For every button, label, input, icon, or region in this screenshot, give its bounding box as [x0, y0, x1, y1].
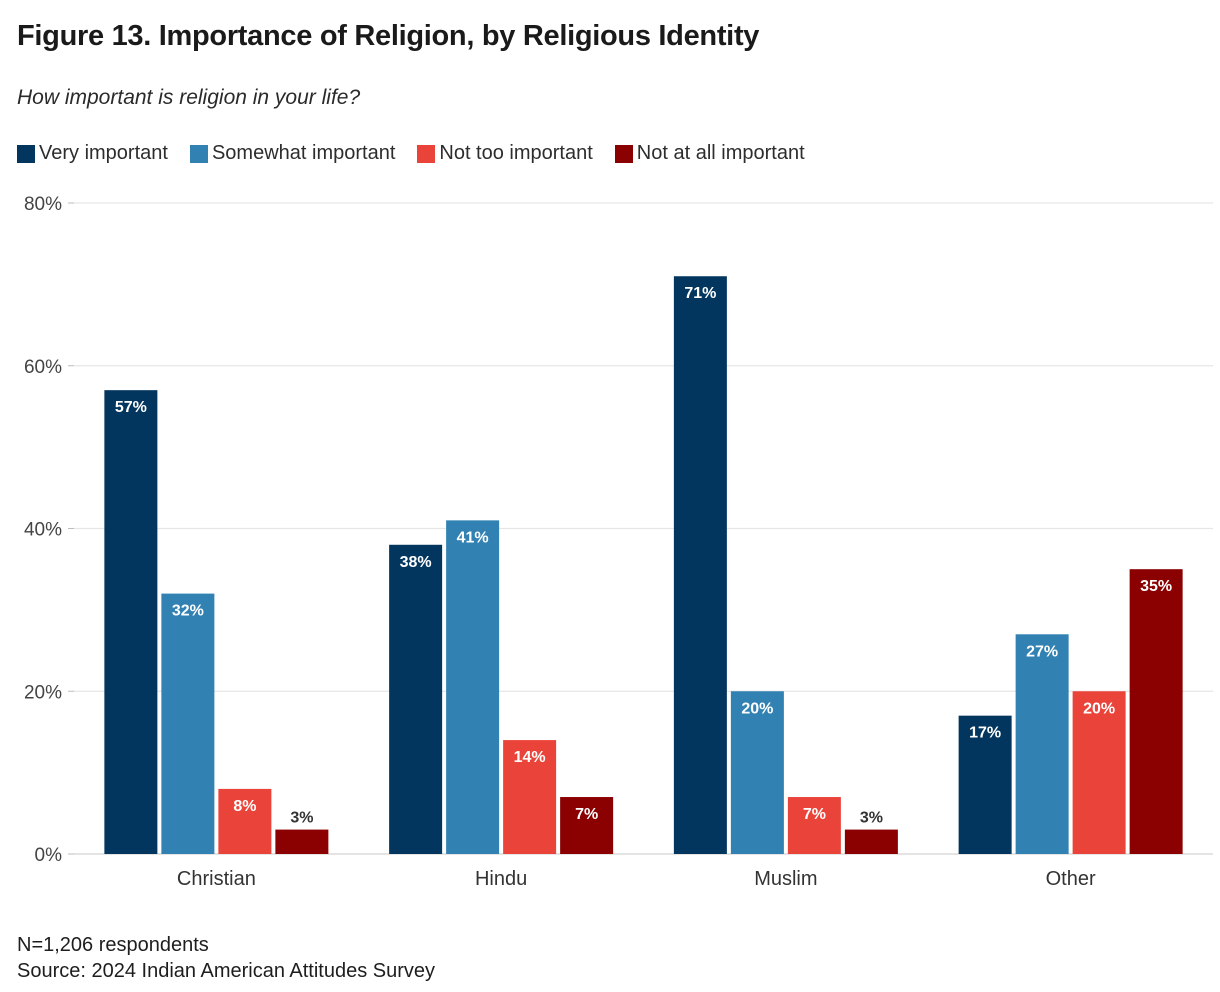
legend-item-not-too-important: Not too important — [417, 142, 593, 165]
x-tick-label: Christian — [177, 868, 256, 890]
data-label: 17% — [969, 725, 1001, 742]
data-label: 32% — [172, 603, 204, 620]
legend-item-very-important: Very important — [17, 142, 168, 165]
legend-item-somewhat-important: Somewhat important — [189, 142, 396, 165]
data-label: 20% — [741, 700, 773, 717]
x-tick-label: Muslim — [754, 868, 817, 890]
bar — [1072, 691, 1126, 854]
bar — [1015, 634, 1069, 854]
data-label: 38% — [400, 554, 432, 571]
y-tick-label: 40% — [24, 520, 62, 541]
legend-label: Very important — [39, 142, 168, 164]
legend-swatch — [614, 144, 633, 163]
source-note: Source: 2024 Indian American Attitudes S… — [17, 960, 436, 982]
data-label: 20% — [1083, 700, 1115, 717]
bar — [730, 691, 784, 854]
data-label: 41% — [457, 529, 489, 546]
y-axis-ticks: 0% 20% 40% 60% 80% — [24, 194, 62, 866]
sample-size-note: N=1,206 respondents — [17, 934, 209, 956]
legend-swatch — [17, 144, 35, 163]
legend-swatch — [189, 144, 208, 163]
y-tick-label: 80% — [24, 194, 62, 215]
bar — [844, 829, 898, 854]
data-label: 35% — [1140, 578, 1172, 595]
data-label: 57% — [115, 399, 147, 416]
chart-title: Figure 13. Importance of Religion, by Re… — [17, 20, 760, 52]
data-label: 8% — [233, 798, 256, 815]
y-tick-label: 20% — [24, 682, 62, 703]
bar — [673, 276, 727, 854]
y-tick-label: 0% — [35, 845, 63, 866]
x-axis-ticks: Christian Hindu Muslim Other — [177, 868, 1096, 890]
chart-subtitle: How important is religion in your life? — [17, 86, 361, 109]
bar — [161, 593, 215, 854]
bar — [389, 544, 443, 854]
x-tick-label: Hindu — [475, 868, 527, 890]
data-label: 71% — [684, 285, 716, 302]
bar — [446, 520, 500, 854]
bar-chart: 0% 20% 40% 60% 80% 57% 32% 8% 3% 38% 41% 14% 7% 71% 2… — [24, 194, 1213, 890]
data-label: 27% — [1026, 643, 1058, 660]
bar — [275, 829, 329, 854]
bar — [787, 797, 841, 854]
bar — [1129, 569, 1183, 854]
legend-label: Somewhat important — [211, 142, 396, 164]
data-label: 7% — [575, 806, 598, 823]
legend: Very important Somewhat important Not to… — [17, 142, 827, 165]
legend-item-not-at-all-important: Not at all important — [614, 142, 805, 165]
legend-swatch — [417, 144, 436, 163]
bar — [560, 797, 614, 854]
bar — [503, 740, 557, 854]
legend-label: Not too important — [439, 142, 593, 164]
data-label: 3% — [290, 810, 313, 827]
data-labels: 57% 32% 8% 3% 38% 41% 14% 7% 71% 20% 7% 3% 17% 27% 20%… — [115, 285, 1172, 826]
bars — [104, 276, 1183, 854]
bar — [958, 715, 1012, 854]
data-label: 3% — [860, 810, 883, 827]
data-label: 7% — [803, 806, 826, 823]
bar — [104, 390, 158, 854]
bar — [218, 788, 272, 854]
data-label: 14% — [514, 749, 546, 766]
legend-label: Not at all important — [636, 142, 805, 164]
y-tick-label: 60% — [24, 357, 62, 378]
x-tick-label: Other — [1046, 868, 1096, 890]
